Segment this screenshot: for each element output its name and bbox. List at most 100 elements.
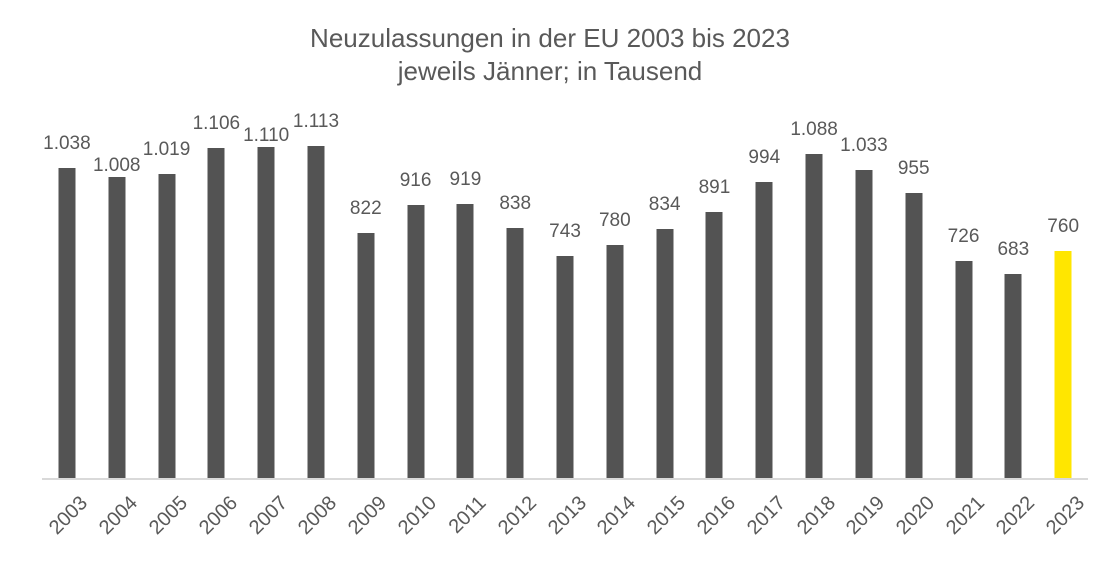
value-label-2013: 743 [549,221,581,243]
x-tick-2009: 2009 [344,492,392,540]
bar-column-2022: 683 [988,100,1038,478]
value-label-2006: 1.106 [192,113,241,135]
value-label-2018: 1.088 [790,118,838,140]
value-label-2023: 760 [1047,216,1080,238]
bar-column-2020: 955 [889,100,939,478]
x-tick-2020: 2020 [892,492,940,540]
x-tick-2014: 2014 [593,492,641,540]
bar-2019 [855,169,873,478]
value-label-2016: 891 [698,177,731,199]
value-label-2019: 1.033 [840,134,888,156]
bar-2022 [1004,274,1022,478]
x-tick-2023: 2023 [1041,492,1089,540]
value-label-2020: 955 [897,158,930,180]
x-tick-column-2003: 2003 [42,482,92,577]
bar-column-2010: 916 [391,100,441,478]
x-tick-2016: 2016 [693,492,741,540]
chart-title-line2: jeweils Jänner; in Tausend [397,56,703,86]
value-label-2012: 838 [499,193,532,214]
x-tick-column-2014: 2014 [590,482,640,577]
value-label-2004: 1.008 [92,155,141,177]
bar-2021 [955,261,973,478]
bar-2017 [755,181,773,478]
x-tick-column-2010: 2010 [391,482,441,577]
bar-2005 [158,174,176,478]
bar-2011 [456,203,474,478]
chart-title: Neuzulassungen in der EU 2003 bis 2023 j… [0,22,1100,88]
x-tick-2012: 2012 [493,492,541,540]
value-label-2007: 1.110 [243,124,290,146]
x-tick-2005: 2005 [145,492,193,540]
bar-column-2013: 743 [540,100,590,478]
x-tick-2017: 2017 [742,492,790,540]
x-tick-column-2023: 2023 [1038,482,1089,577]
bar-column-2015: 834 [640,100,690,478]
x-tick-2015: 2015 [643,492,691,540]
x-tick-column-2006: 2006 [191,482,242,577]
x-tick-2018: 2018 [792,492,840,540]
value-label-2022: 683 [997,239,1030,261]
bar-column-2017: 994 [739,100,789,478]
x-tick-column-2012: 2012 [490,482,541,577]
x-tick-column-2005: 2005 [142,482,192,577]
x-tick-2008: 2008 [294,492,342,540]
bar-column-2014: 780 [590,100,640,478]
x-tick-2021: 2021 [942,492,990,540]
x-tick-column-2015: 2015 [640,482,690,577]
bar-2013 [556,256,574,478]
x-tick-column-2017: 2017 [739,482,790,577]
x-tick-2022: 2022 [991,492,1039,540]
x-tick-2019: 2019 [842,492,890,540]
chart-title-line1: Neuzulassungen in der EU 2003 bis 2023 [310,23,790,53]
bar-2020 [905,193,923,478]
x-tick-2003: 2003 [45,492,93,540]
bar-2008 [307,146,325,478]
value-label-2008: 1.113 [292,111,340,132]
bars-container: 1.038 1.008 1.019 1.106 1.110 1.113 822 916 919 8… [42,100,1088,478]
bar-2006 [207,148,225,478]
x-tick-column-2008: 2008 [291,482,342,577]
bar-column-2008: 1.113 [291,100,341,478]
bar-column-2007: 1.110 [241,100,291,478]
bar-column-2011: 919 [441,100,491,478]
value-label-2011: 919 [449,168,482,190]
x-tick-column-2016: 2016 [690,482,740,577]
x-tick-column-2011: 2011 [441,482,491,577]
bar-2018 [805,153,823,478]
x-tick-column-2018: 2018 [789,482,840,577]
x-tick-column-2022: 2022 [988,482,1039,577]
x-tick-2010: 2010 [394,492,442,540]
x-tick-column-2013: 2013 [540,482,591,577]
value-label-2021: 726 [947,226,980,248]
bar-2016 [705,212,723,478]
bar-column-2021: 726 [939,100,989,478]
x-tick-column-2021: 2021 [939,482,989,577]
bar-2014 [606,245,624,478]
value-label-2005: 1.019 [142,139,191,160]
value-label-2003: 1.038 [43,133,91,155]
bar-2004 [108,177,126,478]
bar-column-2023: 760 [1038,100,1088,478]
bar-column-2006: 1.106 [191,100,241,478]
value-label-2014: 780 [598,210,631,232]
value-label-2010: 916 [399,169,432,191]
x-tick-2004: 2004 [95,492,143,540]
bar-column-2005: 1.019 [142,100,192,478]
bar-2023 [1054,251,1072,478]
bar-column-2012: 838 [490,100,540,478]
x-tick-column-2019: 2019 [839,482,889,577]
x-axis: 2003 2004 2005 2006 2007 2008 2009 2010 2011 2012… [42,482,1088,577]
bar-2007 [257,146,275,478]
x-tick-column-2007: 2007 [241,482,292,577]
bar-column-2009: 822 [341,100,391,478]
bar-2012 [506,228,524,478]
bar-column-2004: 1.008 [92,100,142,478]
bar-2003 [58,168,76,478]
bar-column-2016: 891 [690,100,740,478]
x-tick-2013: 2013 [543,492,591,540]
bar-column-2018: 1.088 [789,100,839,478]
plot-area: 1.038 1.008 1.019 1.106 1.110 1.113 822 916 919 8… [42,100,1088,480]
bar-2010 [407,204,425,478]
x-tick-column-2004: 2004 [92,482,142,577]
